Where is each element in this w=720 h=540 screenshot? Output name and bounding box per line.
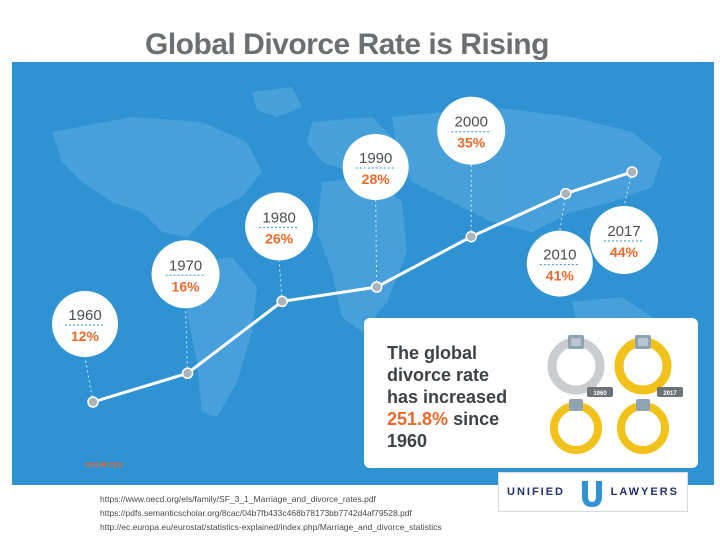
bubble-1990 — [342, 134, 409, 200]
connector-1970 — [185, 308, 189, 374]
year-label-2000: 2000 — [455, 114, 488, 131]
logo-text-right: LAWYERS — [610, 486, 679, 498]
point-2017 — [626, 166, 638, 178]
year-label-1990: 1990 — [359, 150, 392, 167]
info-line-3: has increased — [387, 387, 508, 407]
info-line-4: 251.8% since — [387, 408, 547, 430]
point-1960 — [87, 396, 99, 408]
ring-tag-2017-label: 2017 — [663, 391, 677, 397]
bubble-1980 — [245, 192, 314, 261]
bubble-1970 — [151, 240, 220, 309]
world-map — [52, 87, 662, 417]
year-label-2010: 2010 — [543, 247, 576, 264]
bubble-2010 — [526, 230, 593, 297]
year-label-1970: 1970 — [169, 257, 202, 274]
year-label-1960: 1960 — [68, 307, 101, 324]
bubble-2017 — [590, 206, 658, 274]
value-label-1970: 16% — [172, 278, 201, 294]
connector-2010 — [559, 193, 567, 231]
info-line-1: The global — [387, 343, 477, 363]
source-link-2[interactable]: https://pdfs.semanticscholar.org/8cac/04… — [100, 508, 412, 518]
value-label-2000: 35% — [457, 135, 486, 151]
unified-lawyers-logo: UNIFIED LAWYERS — [498, 472, 688, 512]
ring-icon-lower-right — [617, 399, 669, 454]
point-1980 — [276, 295, 288, 308]
info-line-2: divorce rate — [387, 365, 490, 385]
ring-tag-2017 — [657, 387, 683, 397]
title-band — [12, 0, 714, 62]
logo-text-left: UNIFIED — [507, 486, 565, 498]
ring-tag-1960-label: 1960 — [593, 391, 607, 397]
connector-1980 — [278, 260, 283, 302]
source-link-3[interactable]: http://ec.europa.eu/eurostat/statistics-… — [100, 522, 442, 532]
value-label-1960: 12% — [71, 328, 100, 344]
year-label-2017: 2017 — [607, 223, 640, 240]
ring-icon-1960 — [547, 335, 605, 395]
value-label-2010: 41% — [546, 268, 575, 284]
connector-2017 — [623, 171, 633, 207]
info-line-5: 1960 — [387, 431, 428, 451]
ring-icon-lower-left — [550, 399, 602, 454]
value-label-1980: 26% — [265, 230, 294, 246]
increase-highlight: 251.8% — [387, 409, 449, 429]
bubble-1960 — [52, 291, 118, 357]
ring-icon-2017 — [614, 335, 672, 395]
point-1970 — [181, 367, 194, 379]
logo-u-mark-icon — [582, 481, 602, 507]
info-statement: The global divorce rate has increased 25… — [387, 342, 547, 452]
source-link-1[interactable]: https://www.oecd.org/els/family/SF_3_1_M… — [100, 494, 376, 504]
point-2010 — [560, 187, 572, 200]
sources-title: SOURCES — [85, 462, 124, 469]
point-1990 — [370, 281, 383, 293]
value-label-1990: 28% — [362, 171, 391, 187]
year-label-1980: 1980 — [262, 209, 295, 226]
page-title: Global Divorce Rate is Rising — [145, 28, 549, 61]
value-label-2017: 44% — [610, 244, 639, 260]
bubble-2000 — [437, 96, 506, 165]
ring-tag-1960 — [587, 387, 613, 397]
point-2000 — [465, 230, 477, 243]
info-line-4-rest: since — [448, 409, 500, 429]
